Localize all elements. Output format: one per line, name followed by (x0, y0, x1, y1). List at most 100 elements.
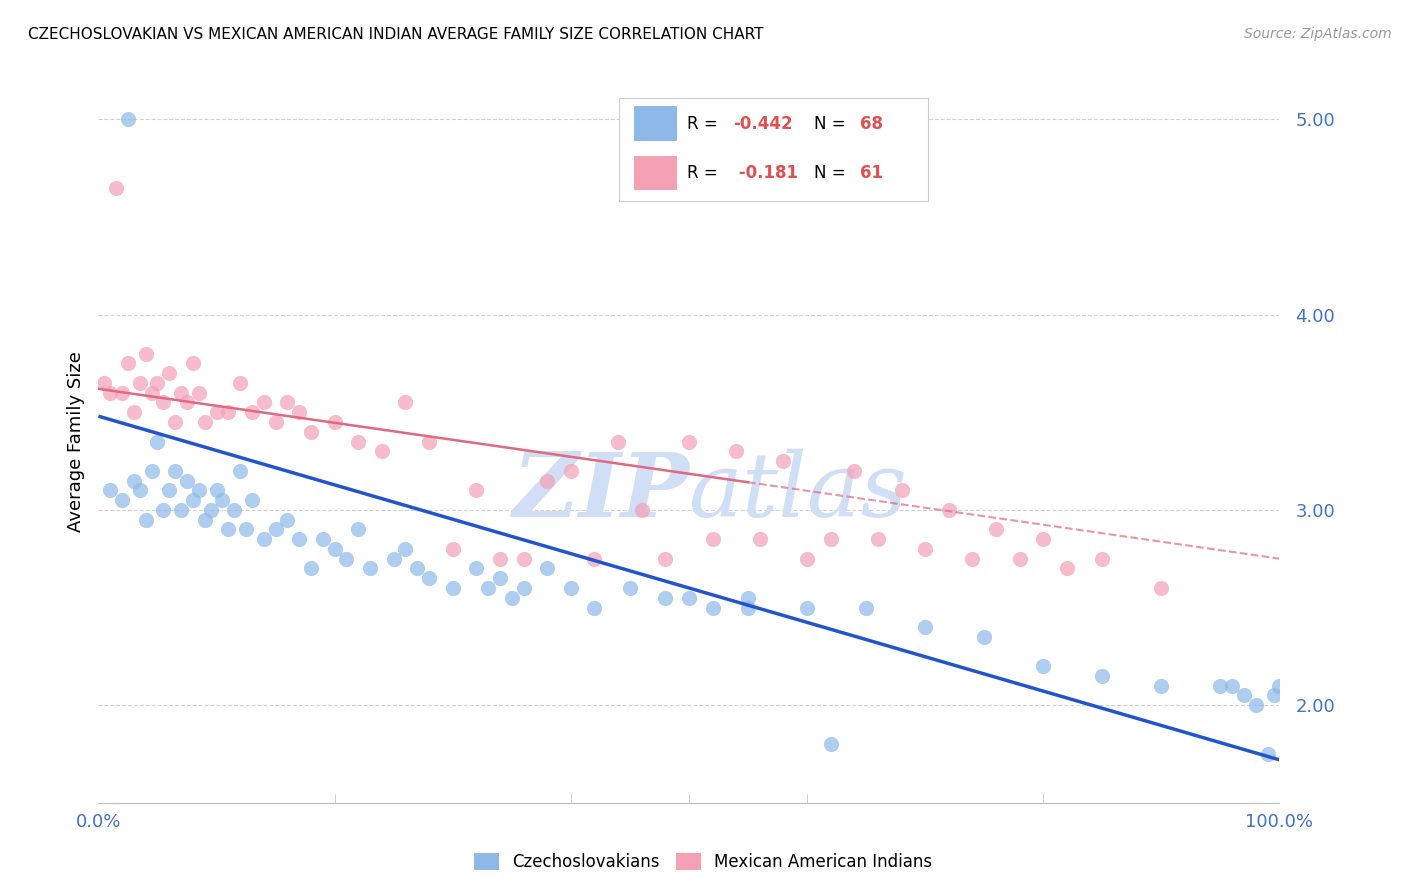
Point (737, 591, 759, 605)
Point (501, 591, 523, 605)
Point (117, 356, 139, 370)
Point (253, 395, 276, 409)
Point (288, 405, 311, 419)
Point (1263, 689, 1285, 703)
Point (141, 464, 163, 478)
Point (938, 503, 960, 517)
Point (477, 581, 499, 595)
Point (654, 591, 676, 605)
Point (105, 180, 128, 194)
Text: 61: 61 (860, 164, 883, 182)
Point (359, 561, 381, 575)
Point (820, 532, 842, 546)
Text: R =: R = (686, 164, 723, 182)
Point (240, 493, 263, 508)
Point (560, 581, 582, 595)
Point (737, 600, 759, 615)
FancyBboxPatch shape (634, 155, 678, 190)
Point (536, 474, 558, 488)
Point (1220, 679, 1243, 693)
Legend: Czechoslovakians, Mexican American Indians: Czechoslovakians, Mexican American India… (465, 845, 941, 880)
Point (560, 464, 582, 478)
Point (93, 376, 115, 390)
Point (181, 493, 204, 508)
Point (276, 395, 298, 409)
Point (205, 483, 228, 498)
Point (725, 444, 748, 458)
Text: CZECHOSLOVAKIAN VS MEXICAN AMERICAN INDIAN AVERAGE FAMILY SIZE CORRELATION CHART: CZECHOSLOVAKIAN VS MEXICAN AMERICAN INDI… (28, 27, 763, 42)
Point (962, 551, 984, 566)
Point (253, 532, 276, 546)
Point (855, 600, 877, 615)
Point (152, 395, 174, 409)
Point (394, 541, 416, 556)
Point (973, 630, 995, 644)
Point (181, 356, 204, 370)
Point (111, 385, 134, 400)
Point (1056, 561, 1078, 575)
Point (1150, 679, 1173, 693)
Point (371, 444, 394, 458)
Point (187, 385, 209, 400)
Point (211, 493, 233, 508)
Y-axis label: Average Family Size: Average Family Size (66, 351, 84, 532)
Point (264, 415, 287, 429)
Point (176, 474, 198, 488)
Point (890, 483, 912, 498)
Point (229, 376, 252, 390)
Point (654, 551, 676, 566)
Text: -0.442: -0.442 (733, 115, 793, 133)
Point (98, 483, 121, 498)
Text: ZIP: ZIP (513, 449, 689, 535)
Point (441, 541, 464, 556)
Point (465, 483, 488, 498)
Text: -0.181: -0.181 (733, 164, 799, 182)
Point (264, 523, 287, 537)
Point (489, 571, 512, 585)
Point (194, 513, 217, 527)
Point (170, 503, 193, 517)
Point (170, 385, 193, 400)
Point (135, 513, 157, 527)
Point (1150, 581, 1173, 595)
Point (299, 425, 322, 439)
Point (820, 737, 842, 751)
Point (406, 561, 429, 575)
Point (146, 434, 169, 449)
Point (299, 561, 322, 575)
Point (141, 385, 163, 400)
Point (323, 415, 346, 429)
Point (1257, 747, 1279, 761)
Point (630, 503, 652, 517)
Point (1091, 551, 1114, 566)
Point (157, 483, 180, 498)
Point (135, 346, 157, 360)
Point (235, 523, 257, 537)
Point (98, 385, 121, 400)
Text: Source: ZipAtlas.com: Source: ZipAtlas.com (1244, 27, 1392, 41)
Point (465, 561, 488, 575)
Point (702, 600, 724, 615)
Point (796, 551, 818, 566)
Text: N =: N = (814, 115, 851, 133)
Point (702, 532, 724, 546)
Point (1091, 669, 1114, 683)
Point (844, 464, 866, 478)
Point (229, 464, 252, 478)
Point (176, 395, 198, 409)
FancyBboxPatch shape (634, 106, 678, 141)
Point (678, 591, 700, 605)
Point (128, 483, 150, 498)
Point (619, 581, 641, 595)
Point (217, 523, 239, 537)
Point (240, 405, 263, 419)
Point (152, 503, 174, 517)
Point (418, 434, 440, 449)
Point (1268, 679, 1291, 693)
Point (382, 551, 405, 566)
Point (489, 551, 512, 566)
Point (122, 405, 145, 419)
Point (583, 551, 606, 566)
Text: R =: R = (686, 115, 723, 133)
Point (418, 571, 440, 585)
